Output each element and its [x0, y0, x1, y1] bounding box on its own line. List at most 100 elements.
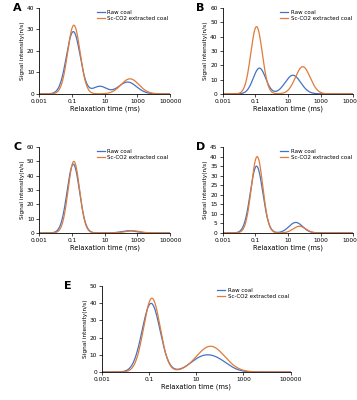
Sc-CO2 extracted coal: [172, 367, 176, 372]
Sc-CO2 extracted coal: [116, 230, 120, 235]
Line: Sc-CO2 extracted coal: Sc-CO2 extracted coal: [102, 298, 291, 372]
Sc-CO2 extracted coal: [122, 229, 127, 234]
X-axis label: Relaxation time (ms): Relaxation time (ms): [161, 384, 231, 390]
X-axis label: Relaxation time (ms): Relaxation time (ms): [253, 106, 323, 112]
Sc-CO2 extracted coal: [134, 357, 139, 362]
Raw coal: [241, 368, 245, 373]
Y-axis label: Signal intensity(n/s): Signal intensity(n/s): [83, 300, 88, 358]
Raw coal: [306, 228, 310, 233]
Raw coal: [116, 85, 120, 90]
Sc-CO2 extracted coal: [318, 90, 322, 95]
Raw coal: [244, 213, 248, 218]
Sc-CO2 extracted coal: [37, 230, 41, 235]
Text: D: D: [196, 142, 206, 152]
Line: Sc-CO2 extracted coal: Sc-CO2 extracted coal: [39, 25, 170, 94]
Raw coal: [328, 92, 332, 96]
Line: Raw coal: Raw coal: [222, 166, 353, 233]
Raw coal: [122, 80, 127, 85]
Sc-CO2 extracted coal: [61, 218, 65, 223]
Raw coal: [299, 80, 303, 85]
X-axis label: Relaxation time (ms): Relaxation time (ms): [70, 245, 140, 251]
Raw coal: [100, 370, 104, 374]
Sc-CO2 extracted coal: [255, 24, 259, 29]
X-axis label: Relaxation time (ms): Relaxation time (ms): [253, 245, 323, 251]
Raw coal: [71, 29, 75, 34]
Raw coal: [61, 213, 65, 218]
Sc-CO2 extracted coal: [213, 345, 217, 350]
Sc-CO2 extracted coal: [328, 230, 332, 235]
Sc-CO2 extracted coal: [220, 230, 225, 235]
Sc-CO2 extracted coal: [299, 224, 303, 229]
Sc-CO2 extracted coal: [168, 92, 172, 96]
Line: Sc-CO2 extracted coal: Sc-CO2 extracted coal: [222, 27, 353, 94]
Raw coal: [257, 66, 262, 70]
Legend: Raw coal, Sc-CO2 extracted coal: Raw coal, Sc-CO2 extracted coal: [96, 8, 170, 22]
Raw coal: [149, 301, 153, 306]
Raw coal: [172, 366, 176, 371]
Raw coal: [87, 85, 91, 90]
Line: Sc-CO2 extracted coal: Sc-CO2 extracted coal: [222, 157, 353, 233]
Text: C: C: [13, 142, 21, 152]
Raw coal: [255, 370, 259, 374]
Raw coal: [168, 92, 172, 96]
Y-axis label: Signal intensity(n/s): Signal intensity(n/s): [20, 161, 25, 219]
Sc-CO2 extracted coal: [255, 370, 259, 374]
Raw coal: [288, 370, 293, 374]
Sc-CO2 extracted coal: [244, 218, 248, 222]
Raw coal: [145, 90, 149, 95]
Raw coal: [61, 71, 65, 76]
Sc-CO2 extracted coal: [271, 228, 275, 233]
Sc-CO2 extracted coal: [299, 65, 303, 70]
Raw coal: [220, 92, 225, 96]
Raw coal: [271, 228, 275, 233]
Line: Raw coal: Raw coal: [39, 32, 170, 94]
Raw coal: [255, 164, 259, 168]
Sc-CO2 extracted coal: [145, 230, 149, 235]
Sc-CO2 extracted coal: [220, 92, 225, 96]
Raw coal: [168, 230, 172, 235]
Raw coal: [299, 223, 303, 228]
Sc-CO2 extracted coal: [72, 159, 76, 164]
Sc-CO2 extracted coal: [150, 296, 154, 300]
Sc-CO2 extracted coal: [318, 230, 322, 235]
Sc-CO2 extracted coal: [87, 229, 91, 234]
Raw coal: [122, 229, 127, 234]
Line: Raw coal: Raw coal: [102, 303, 291, 372]
Text: B: B: [196, 3, 205, 13]
Sc-CO2 extracted coal: [87, 88, 91, 93]
Raw coal: [135, 229, 139, 234]
Sc-CO2 extracted coal: [122, 79, 127, 84]
Sc-CO2 extracted coal: [135, 80, 139, 85]
Raw coal: [244, 89, 248, 94]
Raw coal: [87, 228, 91, 233]
Raw coal: [116, 230, 120, 235]
Sc-CO2 extracted coal: [244, 78, 248, 83]
Y-axis label: Signal intensity(n/s): Signal intensity(n/s): [203, 22, 208, 80]
Raw coal: [271, 88, 275, 93]
Sc-CO2 extracted coal: [168, 230, 172, 235]
Raw coal: [306, 88, 310, 93]
Raw coal: [134, 352, 139, 357]
Sc-CO2 extracted coal: [306, 228, 310, 232]
Raw coal: [37, 230, 41, 235]
Sc-CO2 extracted coal: [271, 90, 275, 95]
Sc-CO2 extracted coal: [351, 230, 356, 235]
Sc-CO2 extracted coal: [61, 76, 65, 81]
Sc-CO2 extracted coal: [328, 92, 332, 96]
Sc-CO2 extracted coal: [351, 92, 356, 96]
Sc-CO2 extracted coal: [100, 370, 104, 374]
Line: Raw coal: Raw coal: [39, 164, 170, 233]
Sc-CO2 extracted coal: [222, 354, 227, 359]
Raw coal: [318, 230, 322, 235]
Line: Sc-CO2 extracted coal: Sc-CO2 extracted coal: [39, 161, 170, 233]
Raw coal: [213, 354, 217, 359]
X-axis label: Relaxation time (ms): Relaxation time (ms): [70, 106, 140, 112]
Text: A: A: [13, 3, 22, 13]
Sc-CO2 extracted coal: [37, 92, 41, 96]
Y-axis label: Signal intensity(n/s): Signal intensity(n/s): [203, 161, 208, 219]
Legend: Raw coal, Sc-CO2 extracted coal: Raw coal, Sc-CO2 extracted coal: [279, 8, 353, 22]
Line: Raw coal: Raw coal: [222, 68, 353, 94]
Sc-CO2 extracted coal: [116, 86, 120, 90]
Raw coal: [222, 360, 227, 364]
Raw coal: [71, 162, 75, 167]
